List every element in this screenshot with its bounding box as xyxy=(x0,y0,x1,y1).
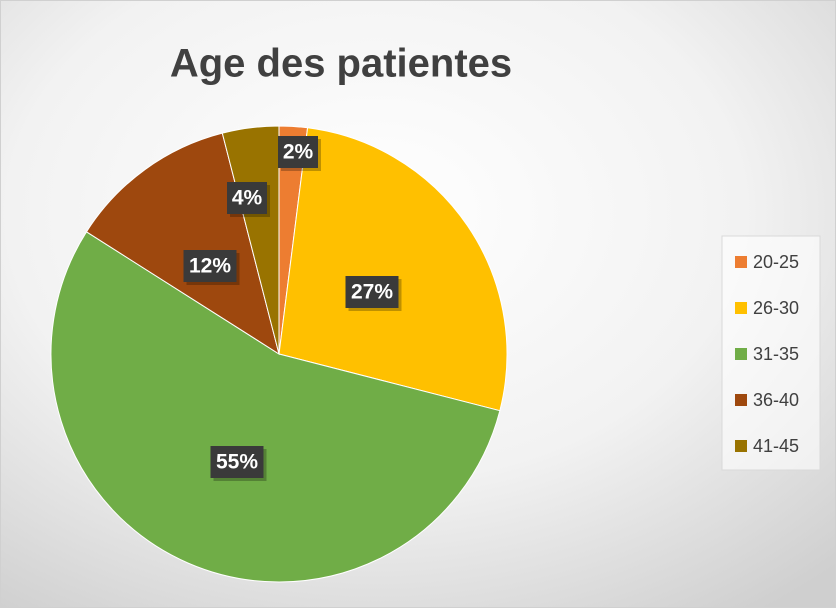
data-label-box xyxy=(227,182,267,214)
legend-swatch xyxy=(735,348,747,360)
data-label: 2% xyxy=(283,141,314,164)
data-label-box xyxy=(278,136,318,168)
legend-swatch xyxy=(735,394,747,406)
pie-slice xyxy=(278,127,508,412)
chart-title: Age des patientes xyxy=(170,42,512,86)
legend-label: 20-25 xyxy=(753,252,799,272)
data-label: 27% xyxy=(351,281,393,304)
legend-swatch xyxy=(735,256,747,268)
legend-swatch xyxy=(735,440,747,452)
data-label-box xyxy=(210,446,264,478)
data-label-box xyxy=(345,276,399,308)
pie-slice xyxy=(50,231,501,583)
legend-label: 36-40 xyxy=(753,390,799,410)
data-label: 12% xyxy=(189,255,231,278)
legend-label: 26-30 xyxy=(753,298,799,318)
data-label-box xyxy=(183,250,237,282)
legend-label: 41-45 xyxy=(753,436,799,456)
legend-label: 31-35 xyxy=(753,344,799,364)
data-label: 4% xyxy=(232,187,263,210)
legend-swatch xyxy=(735,302,747,314)
data-label: 55% xyxy=(216,451,258,474)
